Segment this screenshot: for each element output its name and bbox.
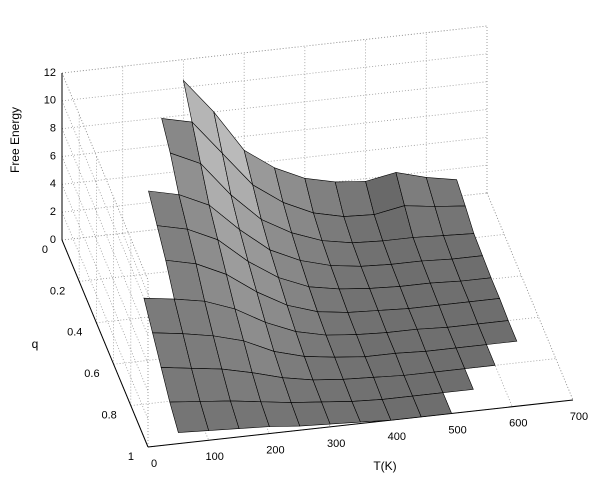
grid-line xyxy=(61,81,488,130)
axis-line xyxy=(147,399,574,448)
y-tick-label: 0 xyxy=(42,244,48,256)
z-tick-label: 12 xyxy=(44,67,56,79)
grid-line xyxy=(61,184,149,392)
y-tick-label: 1 xyxy=(128,451,134,463)
surface-patch xyxy=(477,320,518,345)
axis-line xyxy=(61,239,149,448)
y-tick-label: 0.2 xyxy=(50,285,65,297)
x-tick-label: 0 xyxy=(151,458,157,470)
grid-line xyxy=(425,199,513,407)
grid-line xyxy=(61,136,488,185)
grid-line xyxy=(61,156,149,364)
x-tick-label: 200 xyxy=(266,444,284,456)
grid-line xyxy=(61,100,149,308)
x-tick-label: 100 xyxy=(206,451,224,463)
z-tick-label: 6 xyxy=(50,150,56,162)
z-tick-label: 10 xyxy=(44,95,56,107)
box-edge xyxy=(61,25,488,74)
x-tick-label: 600 xyxy=(509,418,527,430)
surface-patch xyxy=(455,344,496,369)
surface-patch xyxy=(412,392,453,418)
y-tick-label: 0.8 xyxy=(102,410,117,422)
grid-line xyxy=(61,109,488,157)
z-tick-label: 4 xyxy=(50,178,56,190)
x-tick-label: 400 xyxy=(388,431,406,443)
z-axis-label: Free Energy xyxy=(8,107,22,173)
z-tick-label: 0 xyxy=(50,234,56,246)
box-edge xyxy=(61,72,149,281)
box-edge xyxy=(486,192,574,401)
y-tick-label: 0.4 xyxy=(67,327,82,339)
x-axis-label: T(K) xyxy=(373,459,396,473)
y-tick-label: 0.6 xyxy=(84,368,99,380)
surface-patch xyxy=(433,368,474,394)
grid-line xyxy=(61,212,149,420)
x-tick-label: 700 xyxy=(570,411,588,423)
x-tick-label: 500 xyxy=(448,424,466,436)
grid-line xyxy=(61,53,488,102)
x-tick-label: 300 xyxy=(327,438,345,450)
z-tick-label: 2 xyxy=(50,206,56,218)
grid-line xyxy=(61,128,149,336)
y-axis-label: q xyxy=(32,337,39,351)
z-tick-label: 8 xyxy=(50,123,56,135)
